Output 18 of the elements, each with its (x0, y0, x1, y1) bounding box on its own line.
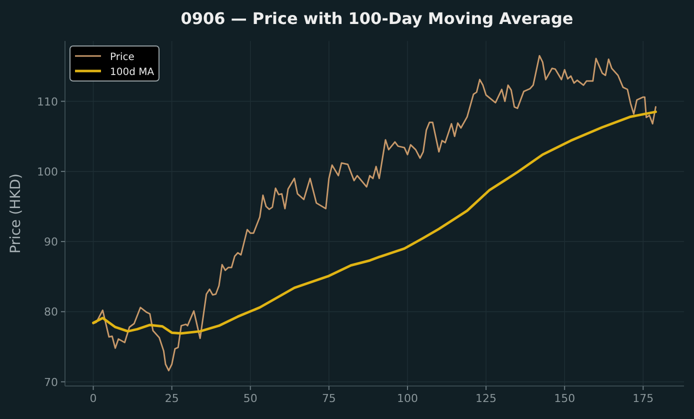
legend-label: 100d MA (110, 67, 154, 78)
y-tick-label: 90 (44, 236, 58, 249)
x-tick-label: 0 (90, 392, 97, 405)
legend-label: Price (110, 52, 134, 63)
x-tick-label: 150 (554, 392, 576, 405)
y-tick-label: 70 (44, 376, 58, 389)
chart-title: 0906 — Price with 100-Day Moving Average (180, 9, 574, 28)
y-tick-label: 80 (44, 306, 58, 319)
x-tick-label: 25 (164, 392, 179, 405)
x-tick-label: 125 (476, 392, 497, 405)
x-tick-label: 100 (396, 392, 418, 405)
x-tick-label: 50 (243, 392, 258, 405)
y-axis-title: Price (HKD) (8, 173, 24, 254)
line-series (92, 110, 657, 335)
y-tick-label: 100 (37, 165, 58, 178)
y-tick-label: 110 (37, 95, 58, 108)
x-tick-label: 175 (632, 392, 654, 405)
x-tick-label: 75 (322, 392, 336, 405)
